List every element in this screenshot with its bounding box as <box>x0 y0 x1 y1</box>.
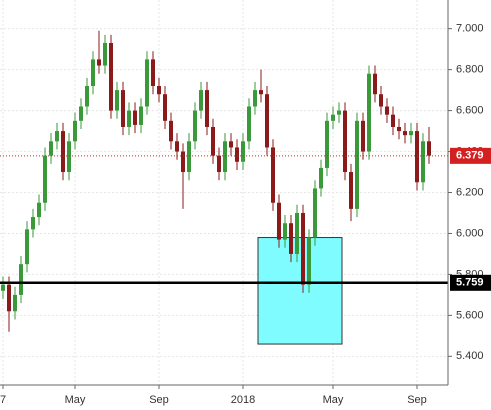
candle-body <box>43 155 47 203</box>
candle-body <box>121 90 125 127</box>
candle-body <box>91 59 95 87</box>
candle-body <box>415 131 419 183</box>
candle-body <box>355 120 359 209</box>
candle-body <box>181 151 185 173</box>
candle-body <box>343 110 347 173</box>
candle-body <box>307 237 311 285</box>
candle-body <box>139 106 143 125</box>
candle-body <box>175 141 179 152</box>
candle-body <box>229 141 233 148</box>
candle-body <box>289 223 293 254</box>
candle-body <box>259 90 263 95</box>
x-tick-label: May <box>323 394 344 406</box>
candle-body <box>277 202 281 240</box>
candle-body <box>373 73 377 95</box>
x-tick-label: Sep <box>407 394 427 406</box>
candle-body <box>145 59 149 107</box>
candle-body <box>409 131 413 136</box>
candle-body <box>199 90 203 111</box>
price-label: 5.759 <box>456 277 484 289</box>
candle-body <box>319 167 323 189</box>
candle-body <box>349 172 353 209</box>
candle-body <box>115 90 119 111</box>
candle-body <box>361 120 365 152</box>
candle-body <box>7 284 11 312</box>
candle-body <box>97 59 101 66</box>
x-tick-label: 7 <box>0 394 6 406</box>
candle-body <box>379 94 383 107</box>
candle-body <box>295 212 299 254</box>
x-tick-label: Sep <box>149 394 169 406</box>
candle-body <box>61 131 65 173</box>
candle-body <box>37 202 41 218</box>
candle-body <box>247 106 251 142</box>
y-tick-label: 6.600 <box>456 104 484 116</box>
candle-body <box>403 131 407 136</box>
candle-body <box>427 141 431 156</box>
candle-body <box>421 141 425 183</box>
candle-body <box>205 90 209 127</box>
candle-body <box>331 114 335 121</box>
candle-body <box>283 223 287 240</box>
candle-body <box>25 229 29 265</box>
x-tick-label: May <box>65 394 86 406</box>
candle-body <box>151 59 155 87</box>
candle-body <box>1 284 5 291</box>
candle-body <box>187 141 191 173</box>
price-label-box <box>450 147 491 164</box>
candle-body <box>19 264 23 295</box>
y-tick-label: 6.000 <box>456 227 484 239</box>
candle-body <box>13 294 17 312</box>
candle-body <box>85 86 89 107</box>
candle-body <box>157 86 161 95</box>
candle-body <box>103 43 107 66</box>
y-tick-label: 6.800 <box>456 64 484 76</box>
candle-body <box>217 155 221 173</box>
candle-body <box>337 110 341 115</box>
highlight-zone <box>257 237 343 345</box>
candle-body <box>163 94 167 121</box>
candle-body <box>211 126 215 156</box>
candle-body <box>385 106 389 115</box>
candle-body <box>79 106 83 121</box>
candle-body <box>67 141 71 173</box>
candle-body <box>169 120 173 142</box>
candle-body <box>133 110 137 125</box>
candle-body <box>235 147 239 162</box>
candle-body <box>265 94 269 148</box>
candle-body <box>313 188 317 238</box>
y-tick-label: 5.400 <box>456 350 484 362</box>
candle-body <box>223 141 227 173</box>
y-tick-label: 7.000 <box>456 23 484 35</box>
price-label: 6.379 <box>456 150 484 162</box>
candle-body <box>301 212 305 285</box>
candle-body <box>253 90 257 107</box>
candle-body <box>397 126 401 132</box>
candle-body <box>325 120 329 168</box>
candle-body <box>109 43 113 111</box>
candle-body <box>55 131 59 142</box>
x-tick-label: 2018 <box>231 394 255 406</box>
candle-body <box>73 120 77 142</box>
candle-body <box>271 147 275 203</box>
candle-body <box>367 73 371 152</box>
y-tick-label: 5.600 <box>456 309 484 321</box>
candle-body <box>49 141 53 156</box>
candle-body <box>31 217 35 230</box>
candle-body <box>241 141 245 162</box>
price-label-box <box>450 274 491 291</box>
candle-body <box>127 110 131 127</box>
candle-body <box>391 114 395 127</box>
y-tick-label: 6.200 <box>456 186 484 198</box>
candle-body <box>193 110 197 142</box>
